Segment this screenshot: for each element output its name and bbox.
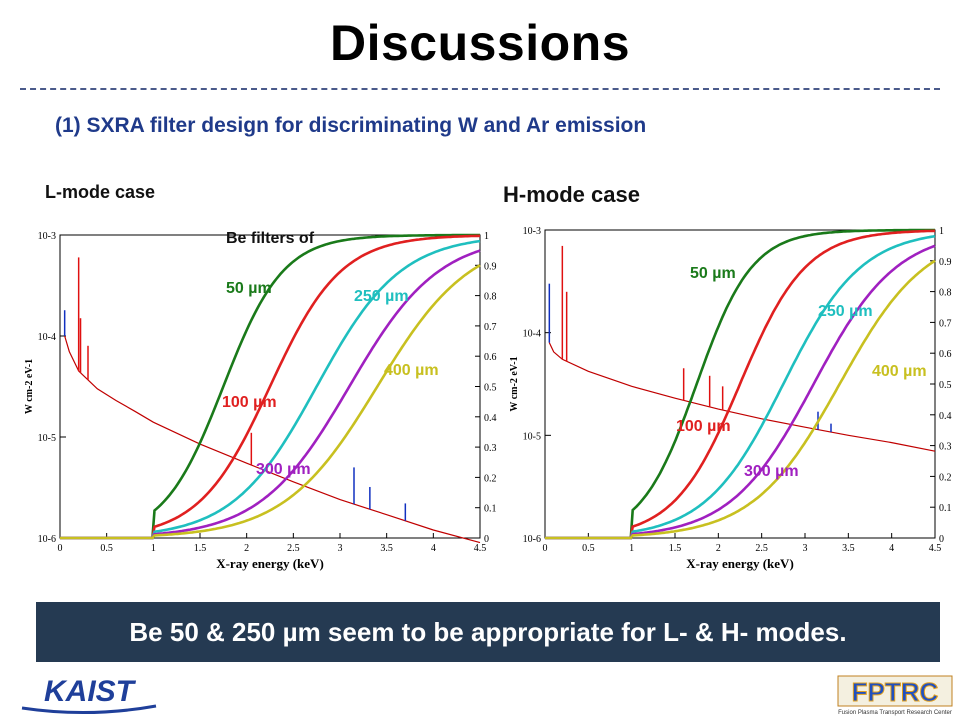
y-right-tick-label: 0.7: [939, 318, 952, 329]
h-label-300um: 300 µm: [744, 463, 799, 480]
x-tick-label: 3: [803, 543, 808, 554]
l-label-300um: 300 µm: [256, 461, 311, 478]
h-label-50um: 50 µm: [690, 265, 736, 282]
x-tick-label: 3.5: [842, 543, 855, 554]
slide-subtitle: (1) SXRA filter design for discriminatin…: [55, 114, 647, 137]
y-right-tick-label: 0: [484, 534, 489, 545]
h-label-100um: 100 µm: [676, 418, 731, 435]
x-tick-label: 0: [58, 543, 63, 554]
y-left-tick-label: 10-4: [38, 332, 56, 343]
y-right-tick-label: 0.5: [484, 383, 497, 394]
emission-spectrum: [548, 342, 936, 452]
y-right-tick-label: 1: [939, 226, 944, 237]
l-label-50um: 50 µm: [226, 280, 272, 297]
h-label-400um: 400 µm: [872, 363, 927, 380]
x-tick-label: 4: [889, 543, 894, 554]
transmission-curve-4: [545, 259, 936, 540]
y-left-tick-label: 10-6: [38, 534, 56, 545]
y-right-tick-label: 0.9: [484, 261, 497, 272]
y-left-tick-label: 10-6: [523, 534, 541, 545]
transmission-curve-4: [60, 264, 481, 540]
x-axis-label: X-ray energy (keV): [216, 556, 324, 571]
y-left-tick-label: 10-3: [38, 231, 56, 242]
x-tick-label: 1: [629, 543, 634, 554]
x-tick-label: 2.5: [287, 543, 300, 554]
slide-title: Discussions: [329, 15, 631, 71]
y-right-tick-label: 0.4: [939, 411, 952, 422]
l-label-400um: 400 µm: [384, 362, 439, 379]
y-right-tick-label: 1: [484, 231, 489, 242]
l-label-250um: 250 µm: [354, 288, 409, 305]
l-mode-title: L-mode case: [45, 182, 156, 202]
y-right-tick-label: 0.8: [484, 292, 497, 303]
x-tick-label: 4: [431, 543, 436, 554]
y-left-tick-label: 10-5: [38, 433, 56, 444]
y-left-tick-label: 10-4: [523, 329, 541, 340]
fptrc-logo-caption: Fusion Plasma Transport Research Center: [838, 710, 952, 716]
h-mode-chart: 0 0.5 1 1.5 2 2.5 3 3.5 4 4.5X-ray energy (keV)10…: [509, 226, 952, 571]
x-axis-label: X-ray energy (keV): [686, 556, 794, 571]
x-tick-label: 1.5: [669, 543, 682, 554]
h-label-250um: 250 µm: [818, 303, 873, 320]
y-left-axis-label: W cm-2 eV-1: [509, 356, 520, 411]
conclusion-banner: Be 50 & 250 µm seem to be appropriate fo…: [36, 602, 940, 662]
kaist-logo-text: KAIST: [44, 675, 137, 708]
y-right-tick-label: 0.1: [484, 504, 497, 515]
x-tick-label: 3.5: [380, 543, 393, 554]
y-right-tick-label: 0: [939, 534, 944, 545]
emission-spectrum: [64, 335, 481, 544]
y-right-tick-label: 0.4: [484, 413, 497, 424]
x-tick-label: 4.5: [474, 543, 487, 554]
x-tick-label: 3: [338, 543, 343, 554]
y-right-tick-label: 0.3: [939, 442, 952, 453]
l-annotation-be-filters: Be filters of: [226, 230, 315, 247]
kaist-logo: KAIST: [21, 675, 157, 715]
y-right-tick-label: 0.1: [939, 503, 952, 514]
x-tick-label: 2.5: [755, 543, 768, 554]
x-tick-label: 0.5: [100, 543, 113, 554]
x-tick-label: 2: [244, 543, 249, 554]
x-tick-label: 1: [151, 543, 156, 554]
x-tick-label: 1.5: [194, 543, 207, 554]
fptrc-logo: FPTRC Fusion Plasma Transport Research C…: [837, 675, 953, 716]
x-tick-label: 4.5: [929, 543, 942, 554]
h-mode-title: H-mode case: [503, 182, 640, 207]
y-right-tick-label: 0.2: [484, 473, 497, 484]
y-right-tick-label: 0.3: [484, 443, 497, 454]
y-right-tick-label: 0.9: [939, 257, 952, 268]
y-right-tick-label: 0.7: [484, 322, 497, 333]
y-right-tick-label: 0.2: [939, 472, 952, 483]
l-label-100um: 100 µm: [222, 394, 277, 411]
y-left-axis-label: W cm-2 eV-1: [24, 359, 35, 414]
y-right-tick-label: 0.5: [939, 380, 952, 391]
y-right-tick-label: 0.8: [939, 288, 952, 299]
y-right-tick-label: 0.6: [484, 352, 497, 363]
y-left-tick-label: 10-5: [523, 431, 541, 442]
y-left-tick-label: 10-3: [523, 226, 541, 237]
x-tick-label: 0.5: [582, 543, 595, 554]
x-tick-label: 2: [716, 543, 721, 554]
y-right-tick-label: 0.6: [939, 349, 952, 360]
l-mode-chart: 0 0.5 1 1.5 2 2.5 3 3.5 4 4.5X-ray energy (keV)10…: [24, 231, 497, 571]
fptrc-logo-text: FPTRC: [852, 677, 939, 707]
title-divider: [20, 88, 940, 90]
x-tick-label: 0: [543, 543, 548, 554]
